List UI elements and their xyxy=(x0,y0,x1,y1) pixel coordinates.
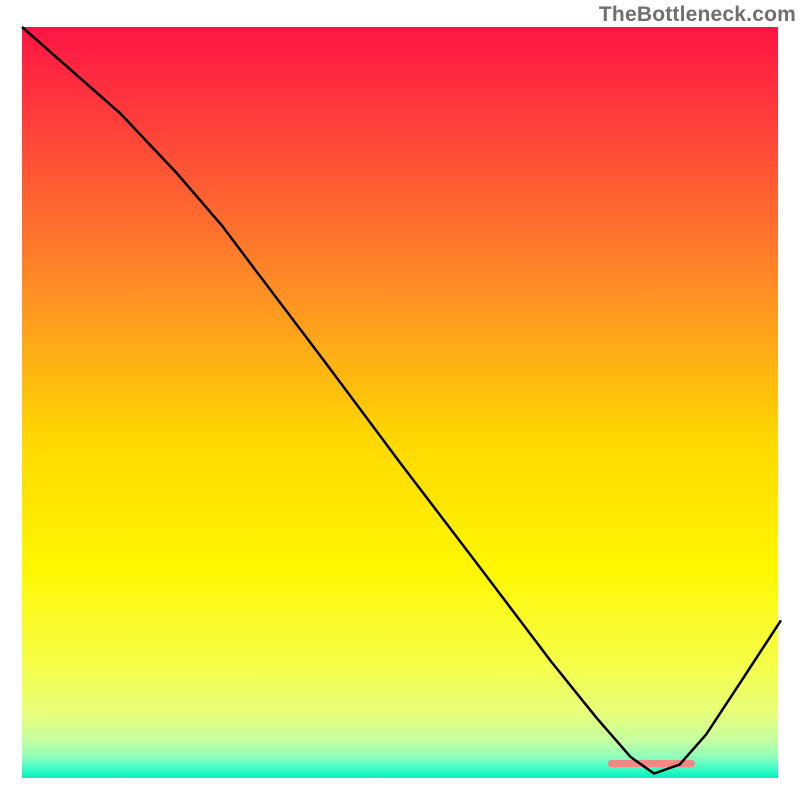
bottleneck-curve xyxy=(22,27,778,778)
plot-area xyxy=(22,27,778,778)
curve-polyline xyxy=(22,27,781,774)
watermark-text: TheBottleneck.com xyxy=(599,3,796,27)
chart-canvas: TheBottleneck.com xyxy=(0,0,800,800)
